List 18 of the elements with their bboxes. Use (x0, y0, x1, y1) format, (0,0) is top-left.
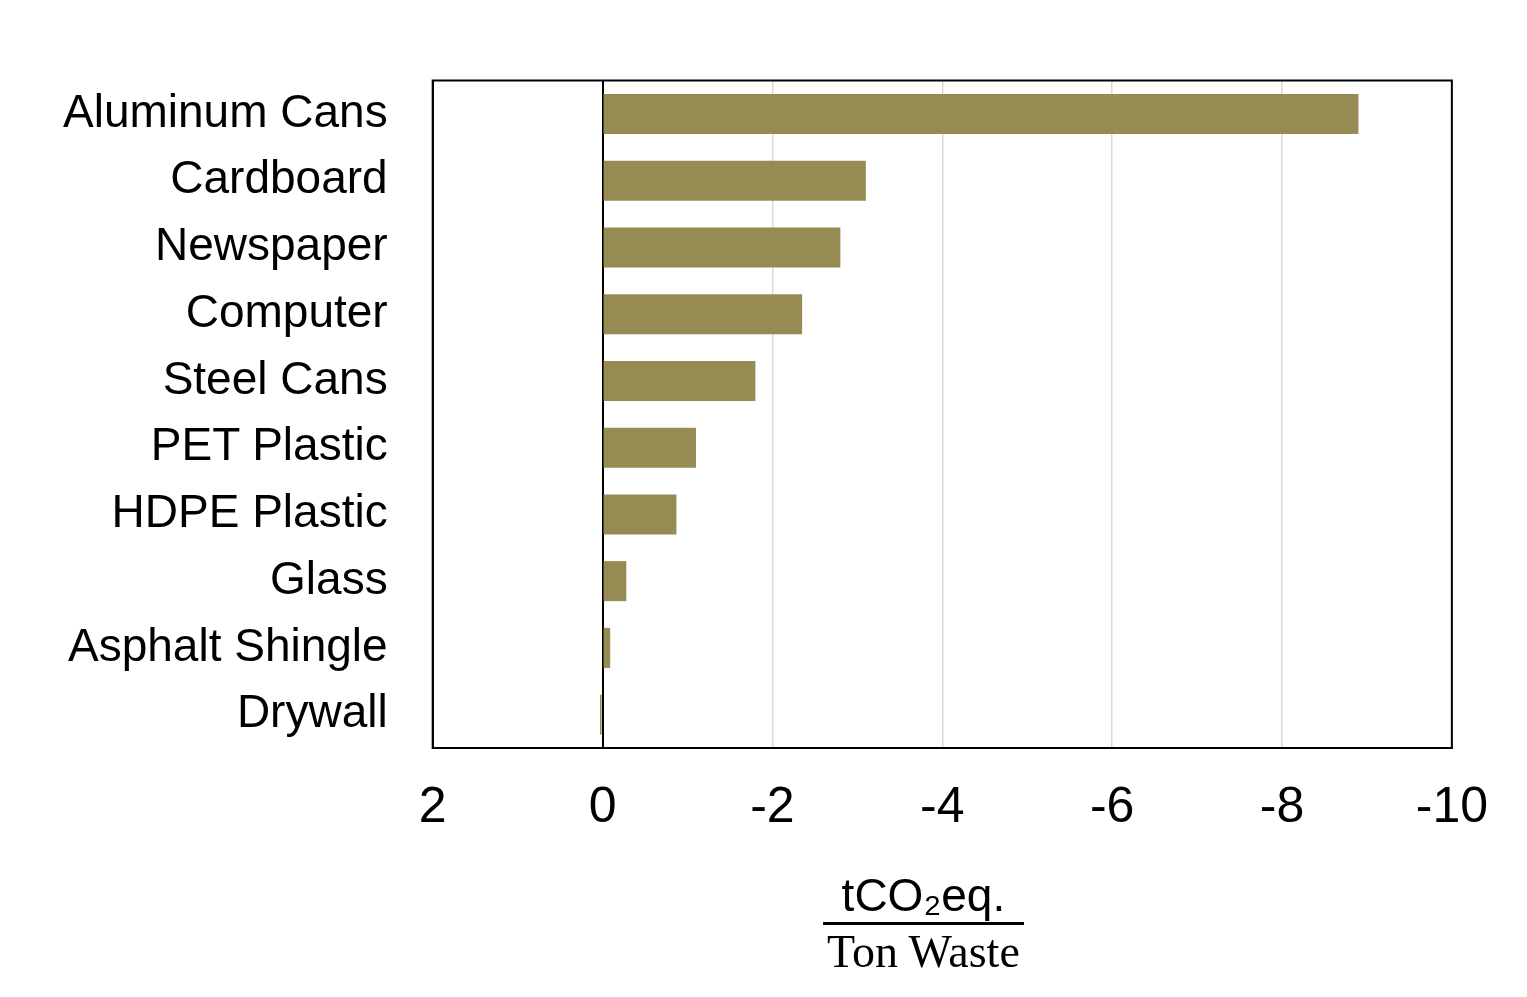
x-tick-label: -4 (920, 776, 965, 833)
x-axis-title: tCO₂eq. Ton Waste (826, 868, 1021, 978)
y-tick-label: Steel Cans (162, 351, 388, 404)
y-tick-label: Glass (270, 551, 388, 604)
y-tick-label: Aluminum Cans (62, 84, 388, 137)
y-tick-label: Drywall (236, 685, 388, 738)
y-tick-label: Asphalt Shingle (68, 618, 388, 671)
y-tick-label: HDPE Plastic (111, 485, 388, 538)
x-tick-label: 2 (418, 776, 447, 833)
y-tick-label: Newspaper (154, 218, 388, 271)
y-tick-label: PET Plastic (150, 418, 388, 471)
x-tick-label: -8 (1259, 776, 1305, 833)
x-tick-label: 0 (588, 776, 617, 833)
y-tick-label: Cardboard (170, 151, 388, 204)
y-tick-label: Computer (185, 284, 388, 337)
x-tick-label: -6 (1089, 776, 1135, 833)
x-tick-label: -2 (750, 776, 795, 833)
x-tick-label: -10 (1415, 776, 1488, 833)
